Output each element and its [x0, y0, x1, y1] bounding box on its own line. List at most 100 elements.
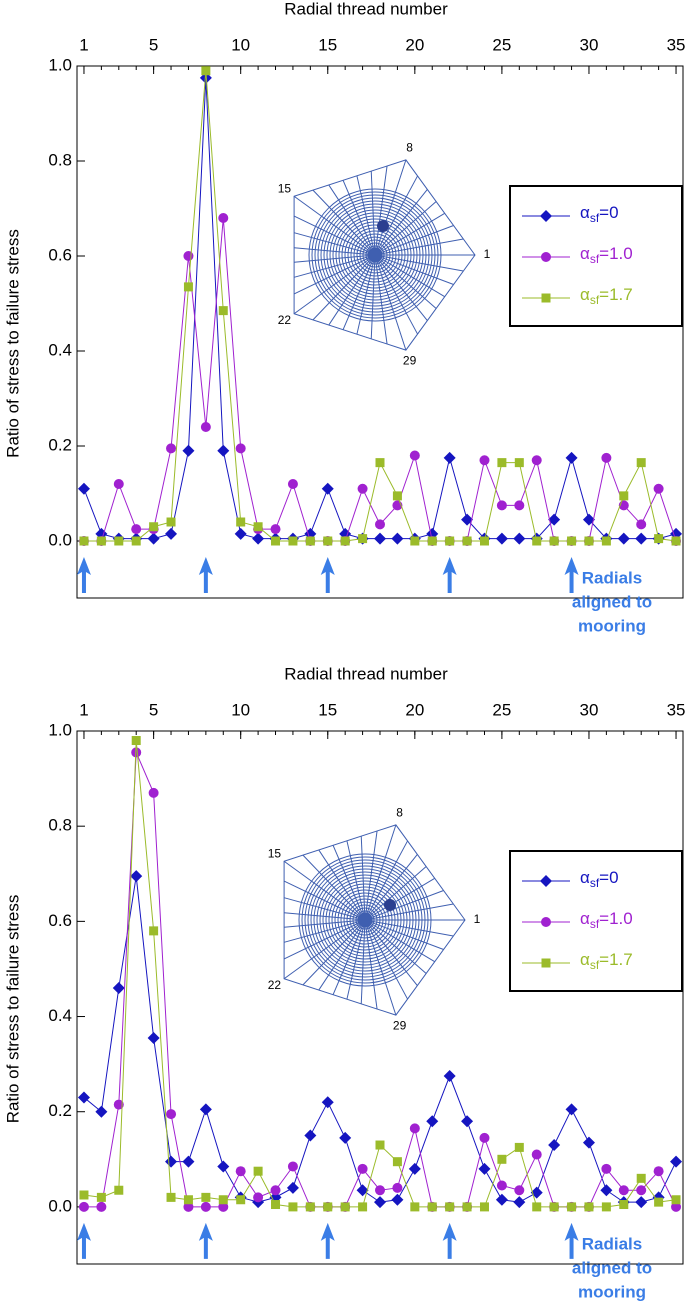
web-spiral — [337, 892, 393, 948]
marker-circle — [531, 455, 542, 466]
marker-diamond — [95, 1105, 108, 1118]
legend-label: αsf=1.7 — [580, 285, 633, 307]
marker-circle — [131, 524, 142, 535]
marker-square — [636, 458, 646, 468]
annotation: aligned to — [572, 1258, 652, 1277]
marker-circle — [287, 479, 298, 489]
marker-square — [201, 1192, 211, 1202]
marker-square — [445, 536, 455, 546]
marker-square — [654, 534, 664, 544]
x-tick-label: 20 — [405, 700, 424, 719]
marker-square — [271, 1200, 281, 1210]
marker-diamond — [582, 1136, 595, 1149]
marker-square — [166, 1192, 176, 1202]
web-radial — [364, 877, 435, 921]
legend-box — [509, 850, 683, 992]
web-spiral — [298, 853, 432, 987]
marker-square — [375, 1140, 385, 1150]
web-radial — [364, 919, 435, 963]
marker-square — [427, 536, 437, 546]
marker-circle — [531, 1149, 542, 1160]
mooring-arrow — [76, 557, 91, 593]
marker-square — [584, 1202, 594, 1212]
marker-diamond — [234, 527, 247, 540]
marker-diamond — [321, 1096, 334, 1109]
spider — [377, 220, 389, 232]
web-spiral — [349, 904, 381, 936]
web-radial — [356, 254, 376, 335]
web-spiral — [334, 889, 396, 951]
marker-square — [131, 536, 141, 546]
marker-circle — [235, 1166, 246, 1177]
legend-label: αsf=0 — [580, 868, 619, 890]
marker-square — [392, 491, 402, 501]
web-inset — [293, 159, 476, 351]
marker-circle — [514, 1185, 525, 1196]
marker-square — [183, 282, 193, 292]
marker-diamond — [478, 1162, 491, 1175]
marker-square — [131, 736, 141, 746]
web-spiral — [365, 245, 385, 265]
marker-circle — [479, 1132, 490, 1143]
web-radial — [283, 860, 366, 921]
marker-diamond — [199, 1103, 212, 1116]
mooring-arrow — [320, 1222, 335, 1259]
marker-diamond — [147, 532, 160, 545]
marker-diamond — [77, 482, 90, 495]
marker-square — [497, 1154, 507, 1164]
marker-square — [584, 536, 594, 546]
marker-circle — [409, 1123, 420, 1134]
web-radial — [332, 845, 366, 921]
marker-circle — [479, 455, 490, 466]
marker-square — [532, 536, 542, 546]
marker-square — [671, 536, 681, 546]
marker-square — [340, 1202, 350, 1212]
mooring-arrow — [442, 557, 457, 593]
web-spiral — [329, 209, 421, 301]
marker-circle — [496, 1180, 507, 1191]
web-radial — [293, 254, 376, 315]
marker-square — [114, 1185, 124, 1195]
y-tick-label: 0.2 — [48, 1101, 72, 1120]
marker-diamond — [339, 1131, 352, 1144]
marker-diamond — [670, 1155, 683, 1168]
marker-square — [375, 458, 385, 468]
marker-diamond — [252, 532, 265, 545]
marker-square — [619, 491, 629, 501]
web-label: 8 — [396, 806, 403, 820]
marker-circle — [514, 500, 525, 511]
marker-diamond — [426, 1115, 439, 1128]
marker-diamond — [408, 1162, 421, 1175]
marker-circle — [270, 1185, 281, 1196]
marker-square — [462, 1202, 472, 1212]
marker-diamond — [165, 1155, 178, 1168]
web-spiral — [325, 880, 405, 960]
web-spiral — [359, 239, 391, 271]
marker-diamond — [548, 513, 561, 526]
marker-diamond — [321, 482, 334, 495]
x-tick-label: 30 — [580, 35, 599, 54]
marker-circle — [287, 1161, 298, 1172]
x-tick-label: 1 — [79, 700, 88, 719]
marker-diamond — [443, 1070, 456, 1083]
marker-diamond — [540, 210, 552, 222]
web-spiral — [341, 221, 409, 289]
legend-label: αsf=1.7 — [580, 950, 633, 972]
marker-circle — [200, 422, 211, 432]
web-spiral — [332, 212, 418, 298]
web-spiral — [319, 874, 411, 966]
annotation: Radials — [582, 1234, 642, 1253]
web-spiral — [323, 203, 427, 307]
web-radial — [374, 212, 445, 256]
marker-square — [479, 536, 489, 546]
mooring-arrow — [442, 1222, 457, 1259]
y-tick-label: 0.6 — [48, 245, 72, 264]
marker-diamond — [356, 1184, 369, 1197]
web-radial — [284, 912, 366, 921]
marker-square — [410, 536, 420, 546]
marker-diamond — [600, 1184, 613, 1197]
marker-square — [114, 536, 124, 546]
marker-square — [253, 1166, 263, 1176]
web-label: 15 — [268, 846, 282, 860]
marker-diamond — [217, 1160, 230, 1173]
